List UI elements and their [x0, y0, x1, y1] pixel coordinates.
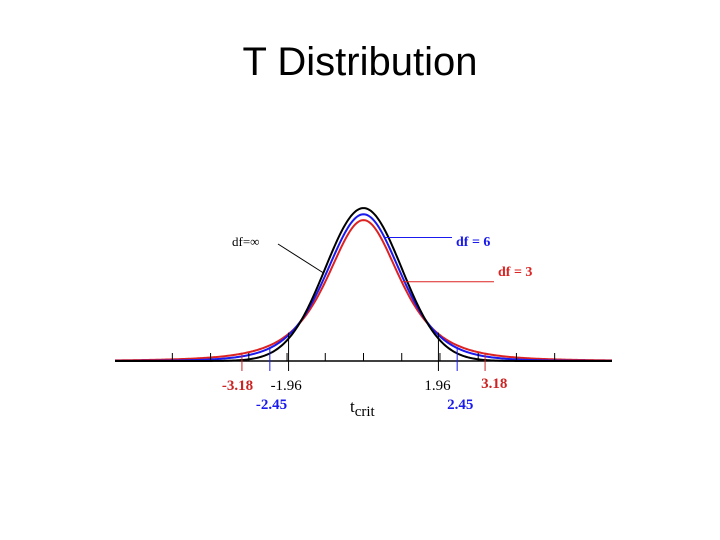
x-ticks — [171, 353, 556, 361]
critical-values: -3.18-2.45 -1.96 1.96 2.45 3.18 — [222, 332, 507, 413]
leader-line-df-infinity — [277, 243, 324, 274]
series-line-df-3 — [114, 219, 613, 362]
series-label-df-infinity: df=∞ — [232, 234, 259, 249]
critical-value-label: -2.45 — [256, 397, 287, 413]
plot-background — [113, 190, 611, 430]
critical-value-label: 1.96 — [424, 378, 451, 394]
curve-labels: df=∞ df = 6 df = 3 — [232, 234, 532, 283]
critical-value-label: -3.18 — [222, 378, 253, 394]
x-axis-label: tcrit — [350, 397, 376, 420]
slide-title: T Distribution — [242, 40, 478, 84]
critical-value-label: 3.18 — [481, 376, 507, 392]
x-axis-label-subscript: crit — [355, 404, 376, 420]
critical-value-label: 2.45 — [447, 397, 473, 413]
series-label-df-3: df = 3 — [498, 265, 532, 280]
series-line-df-6 — [115, 213, 612, 362]
critical-value-label: -1.96 — [271, 378, 303, 394]
series-label-df-6: df = 6 — [456, 235, 490, 250]
